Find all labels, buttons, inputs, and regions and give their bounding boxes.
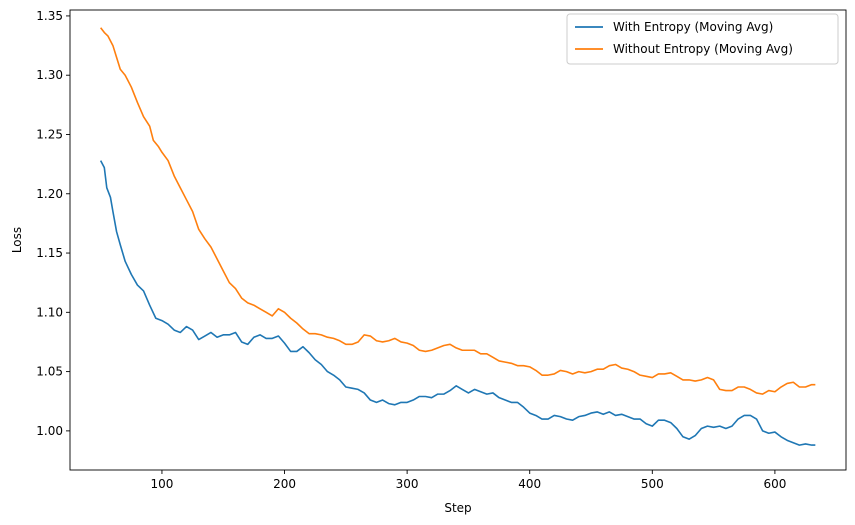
x-tick-label: 400 (518, 477, 541, 491)
y-tick-label: 1.20 (36, 187, 63, 201)
y-tick-label: 1.30 (36, 68, 63, 82)
x-tick-label: 300 (396, 477, 419, 491)
series-line-2 (100, 27, 816, 395)
legend-label-2: Without Entropy (Moving Avg) (613, 42, 793, 56)
legend: With Entropy (Moving Avg) Without Entropy… (566, 13, 839, 65)
series-lines (99, 27, 816, 446)
x-tick-label: 200 (273, 477, 296, 491)
x-axis-ticks: 100 200 300 400 500 600 (150, 470, 786, 491)
y-tick-label: 1.05 (36, 365, 63, 379)
plot-border (69, 9, 847, 471)
y-tick-label: 1.35 (36, 9, 63, 23)
x-axis-label: Step (444, 501, 471, 515)
y-tick-label: 1.00 (36, 424, 63, 438)
legend-box (566, 13, 839, 65)
legend-label-1: With Entropy (Moving Avg) (613, 20, 773, 34)
y-axis-ticks: 1.00 1.05 1.10 1.15 1.20 1.25 1.30 1.35 (36, 9, 70, 438)
y-tick-label: 1.10 (36, 305, 63, 319)
x-tick-label: 600 (763, 477, 786, 491)
x-tick-label: 500 (641, 477, 664, 491)
axes-frame (69, 9, 847, 471)
y-tick-label: 1.15 (36, 246, 63, 260)
series-line-1 (99, 160, 816, 446)
y-axis-label: Loss (10, 227, 24, 253)
y-tick-label: 1.25 (36, 127, 63, 141)
x-tick-label: 100 (150, 477, 173, 491)
